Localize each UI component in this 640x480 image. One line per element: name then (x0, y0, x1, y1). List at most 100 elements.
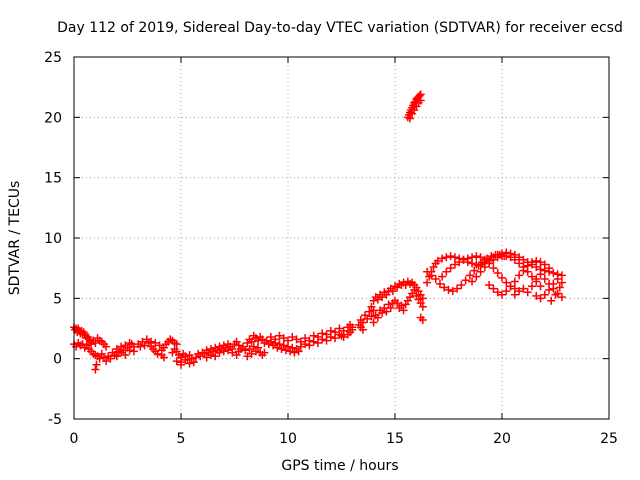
data-point (369, 318, 378, 327)
data-point (393, 299, 402, 308)
data-point (540, 275, 549, 284)
data-point (555, 283, 564, 292)
data-point (415, 91, 424, 100)
data-point (510, 277, 519, 286)
data-point (489, 255, 498, 264)
data-points (70, 90, 566, 374)
data-point (527, 258, 536, 267)
data-point (536, 270, 545, 279)
data-point (515, 287, 524, 296)
data-point (102, 357, 111, 366)
data-point (438, 272, 447, 281)
x-tick-labels: 0 5 10 15 20 25 (70, 431, 618, 447)
data-point (243, 352, 252, 361)
data-point (423, 267, 432, 276)
data-point (468, 277, 477, 286)
data-point (294, 347, 303, 356)
data-point (185, 359, 194, 368)
y-tick-labels: -5 0 5 10 15 20 25 (44, 50, 62, 428)
data-point (502, 278, 511, 287)
data-point (502, 252, 511, 261)
data-point (159, 353, 168, 362)
data-point (540, 290, 549, 299)
data-point (102, 342, 111, 351)
data-point (153, 349, 162, 358)
data-point (444, 285, 453, 294)
data-point (553, 275, 562, 284)
data-point (527, 272, 536, 281)
data-point (125, 346, 134, 355)
x-axis-title: GPS time / hours (281, 458, 398, 474)
data-point (551, 290, 560, 299)
data-point (292, 335, 301, 344)
data-point (91, 338, 100, 347)
data-point (476, 253, 485, 262)
data-point (423, 278, 432, 287)
data-point (493, 268, 502, 277)
data-point (448, 287, 457, 296)
data-point (129, 347, 138, 356)
data-point (241, 346, 250, 355)
data-point (247, 337, 256, 346)
data-point (463, 254, 472, 263)
data-point (450, 260, 459, 269)
data-point (557, 278, 566, 287)
data-point (485, 259, 494, 268)
data-point (446, 264, 455, 273)
data-point (228, 348, 237, 357)
data-point (418, 302, 427, 311)
data-point (189, 358, 198, 367)
data-point (367, 312, 376, 321)
data-point (468, 253, 477, 262)
data-point (470, 266, 479, 275)
data-point (461, 276, 470, 285)
data-point (106, 354, 115, 363)
x-tick-label: 25 (600, 431, 618, 447)
data-point (510, 290, 519, 299)
data-point (536, 282, 545, 291)
chart-title: Day 112 of 2019, Sidereal Day-to-day VTE… (57, 20, 623, 36)
data-point (224, 346, 233, 355)
data-point (378, 308, 387, 317)
data-point (416, 96, 425, 105)
data-point (459, 255, 468, 264)
data-point (95, 354, 104, 363)
data-point (245, 345, 254, 354)
data-point (363, 314, 372, 323)
data-point (260, 348, 269, 357)
data-point (540, 260, 549, 269)
data-point (431, 275, 440, 284)
data-point (450, 253, 459, 262)
data-point (382, 307, 391, 316)
data-point (457, 281, 466, 290)
grid (74, 57, 609, 419)
data-point (215, 348, 224, 357)
data-point (489, 284, 498, 293)
data-point (515, 271, 524, 280)
data-point (388, 287, 397, 296)
data-point (557, 293, 566, 302)
data-point (151, 338, 160, 347)
data-point (91, 365, 100, 374)
data-point (279, 334, 288, 343)
data-point (532, 256, 541, 265)
data-point (418, 294, 427, 303)
x-tick-label: 0 (70, 431, 79, 447)
data-point (309, 331, 318, 340)
data-point (219, 347, 228, 356)
x-tick-label: 15 (386, 431, 404, 447)
data-point (549, 279, 558, 288)
y-tick-label: 10 (44, 231, 62, 247)
data-point (373, 313, 382, 322)
data-point (446, 252, 455, 261)
data-point (279, 341, 288, 350)
data-point (397, 301, 406, 310)
data-point (339, 332, 348, 341)
data-point (112, 352, 121, 361)
data-point (476, 267, 485, 276)
data-point (442, 253, 451, 262)
data-point (301, 340, 310, 349)
data-point (358, 318, 367, 327)
data-point (172, 357, 181, 366)
